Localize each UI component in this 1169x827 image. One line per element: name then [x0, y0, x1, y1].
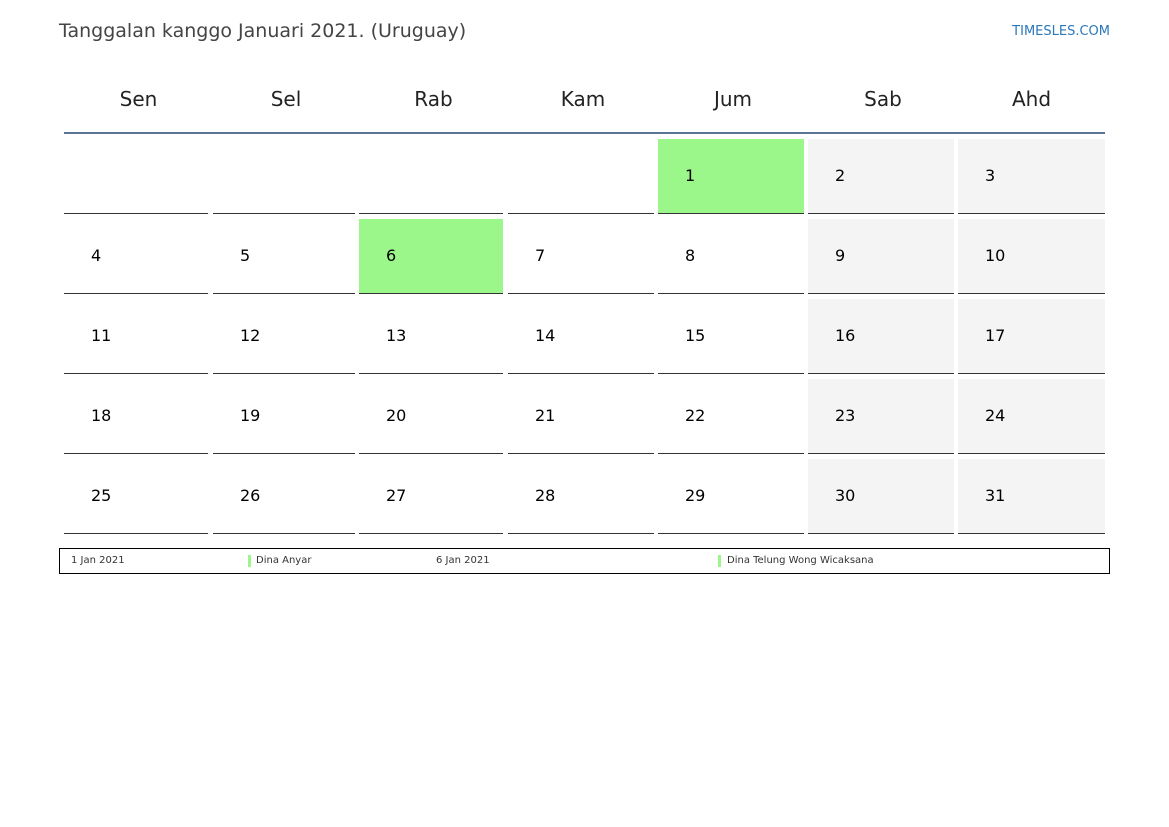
day-cell-12[interactable]: 12 — [213, 299, 355, 374]
day-number: 3 — [985, 166, 996, 185]
day-number: 2 — [835, 166, 846, 185]
weekday-sel: Sel — [270, 87, 302, 111]
legend-color-marker — [248, 555, 251, 567]
day-number: 14 — [535, 326, 556, 345]
day-number: 17 — [985, 326, 1006, 345]
page-title: Tanggalan kanggo Januari 2021. (Uruguay) — [59, 20, 467, 42]
day-number: 9 — [835, 246, 846, 265]
day-cell-13[interactable]: 13 — [359, 299, 503, 374]
day-cell-31[interactable]: 31 — [958, 459, 1105, 534]
legend-color-marker — [718, 555, 721, 567]
day-cell-5[interactable]: 5 — [213, 219, 355, 294]
day-cell-18[interactable]: 18 — [64, 379, 208, 454]
legend-name-1: Dina Anyar — [256, 555, 312, 566]
day-number: 30 — [835, 486, 856, 505]
day-cell-14[interactable]: 14 — [508, 299, 654, 374]
empty-day-cell — [359, 139, 503, 214]
day-cell-4[interactable]: 4 — [64, 219, 208, 294]
holiday-legend: 1 Jan 2021 Dina Anyar 6 Jan 2021 Dina Te… — [59, 548, 1110, 574]
legend-date-2: 6 Jan 2021 — [436, 555, 490, 566]
day-number: 4 — [91, 246, 102, 265]
day-cell-27[interactable]: 27 — [359, 459, 503, 534]
day-number: 7 — [535, 246, 546, 265]
weekday-header-row: Sen Sel Rab Kam Jum Sab Ahd — [64, 80, 1105, 134]
day-number: 31 — [985, 486, 1006, 505]
day-number: 12 — [240, 326, 261, 345]
day-cell-2[interactable]: 2 — [808, 139, 954, 214]
day-cell-29[interactable]: 29 — [658, 459, 804, 534]
day-number: 18 — [91, 406, 112, 425]
day-number: 10 — [985, 246, 1006, 265]
weekday-sen: Sen — [119, 87, 158, 111]
day-cell-25[interactable]: 25 — [64, 459, 208, 534]
day-cell-17[interactable]: 17 — [958, 299, 1105, 374]
day-cell-15[interactable]: 15 — [658, 299, 804, 374]
day-number: 21 — [535, 406, 556, 425]
weekday-jum: Jum — [713, 87, 753, 111]
day-number: 29 — [685, 486, 706, 505]
day-cell-6[interactable]: 6 — [359, 219, 503, 294]
day-cell-8[interactable]: 8 — [658, 219, 804, 294]
day-cell-16[interactable]: 16 — [808, 299, 954, 374]
day-cell-9[interactable]: 9 — [808, 219, 954, 294]
day-number: 27 — [386, 486, 407, 505]
day-number: 28 — [535, 486, 556, 505]
day-number: 6 — [386, 246, 397, 265]
day-cell-23[interactable]: 23 — [808, 379, 954, 454]
day-cell-7[interactable]: 7 — [508, 219, 654, 294]
weekday-kam: Kam — [560, 87, 606, 111]
day-cell-10[interactable]: 10 — [958, 219, 1105, 294]
day-number: 13 — [386, 326, 407, 345]
day-cell-3[interactable]: 3 — [958, 139, 1105, 214]
empty-day-cell — [508, 139, 654, 214]
legend-name-2: Dina Telung Wong Wicaksana — [727, 555, 874, 566]
day-number: 24 — [985, 406, 1006, 425]
day-number: 8 — [685, 246, 696, 265]
day-number: 19 — [240, 406, 261, 425]
day-cell-26[interactable]: 26 — [213, 459, 355, 534]
weekday-sab: Sab — [864, 87, 902, 111]
day-number: 11 — [91, 326, 112, 345]
empty-day-cell — [64, 139, 208, 214]
weekday-ahd: Ahd — [1011, 87, 1052, 111]
day-cell-19[interactable]: 19 — [213, 379, 355, 454]
empty-day-cell — [213, 139, 355, 214]
day-cell-22[interactable]: 22 — [658, 379, 804, 454]
legend-date-1: 1 Jan 2021 — [71, 555, 125, 566]
brand-link[interactable]: TIMESLES.COM — [1012, 24, 1110, 39]
day-number: 23 — [835, 406, 856, 425]
day-cell-30[interactable]: 30 — [808, 459, 954, 534]
day-cell-28[interactable]: 28 — [508, 459, 654, 534]
day-number: 5 — [240, 246, 251, 265]
day-cell-1[interactable]: 1 — [658, 139, 804, 214]
day-cell-21[interactable]: 21 — [508, 379, 654, 454]
day-number: 16 — [835, 326, 856, 345]
weekday-rab: Rab — [414, 87, 453, 111]
day-number: 25 — [91, 486, 112, 505]
day-cell-11[interactable]: 11 — [64, 299, 208, 374]
day-number: 15 — [685, 326, 706, 345]
day-number: 26 — [240, 486, 261, 505]
day-number: 20 — [386, 406, 407, 425]
day-number: 22 — [685, 406, 706, 425]
day-cell-20[interactable]: 20 — [359, 379, 503, 454]
day-number: 1 — [685, 166, 696, 185]
day-cell-24[interactable]: 24 — [958, 379, 1105, 454]
